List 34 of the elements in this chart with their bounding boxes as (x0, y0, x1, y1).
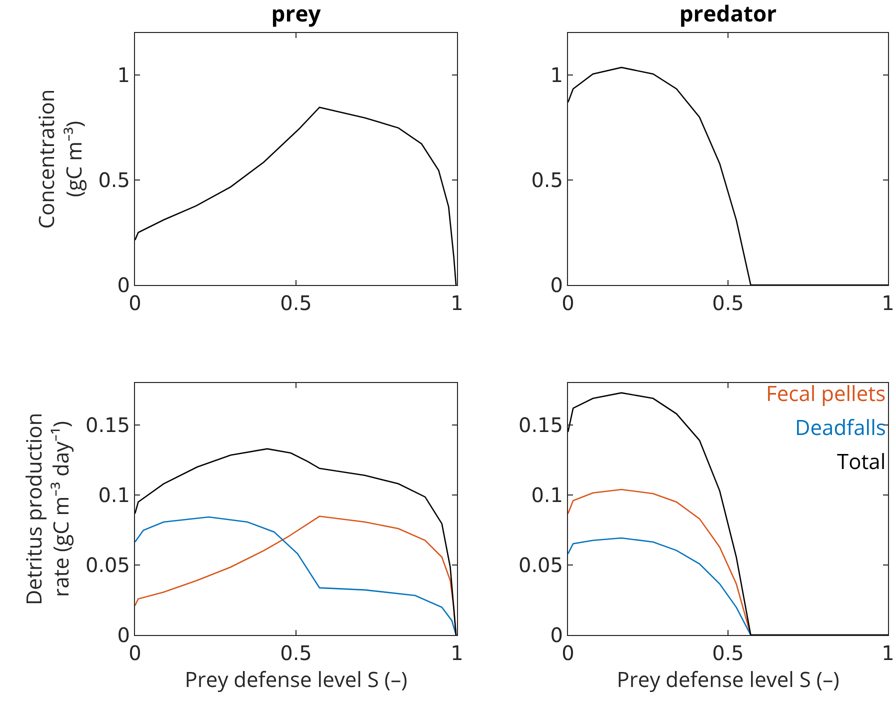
y-tick-label: 0 (550, 273, 563, 297)
x-tick-label: 0.5 (712, 641, 744, 665)
text: Deadfalls (795, 414, 886, 442)
y-tick-label: 0.1 (531, 483, 563, 507)
line-series (135, 106, 457, 285)
chart-title: prey (271, 0, 322, 28)
line-series (568, 66, 888, 285)
y-tick-label: 0 (117, 273, 130, 297)
y-axis-title: Concentration (gC m⁻³) (33, 89, 88, 229)
x-tick-label: 1 (882, 641, 894, 665)
y-tick-label: 0.5 (98, 168, 130, 192)
y-tick-label: 0.05 (85, 553, 130, 577)
y-tick-label: 0.15 (518, 413, 563, 437)
x-tick-label: 1 (882, 291, 894, 315)
y-axis-title: Detritus production rate (gC m⁻³ day⁻¹) (20, 412, 76, 606)
y-tick-label: 0 (550, 623, 563, 647)
x-axis-title: Prey defense level S (–) (616, 666, 840, 694)
text: Fecal pellets (766, 380, 886, 408)
x-axis-title: Prey defense level S (–) (184, 666, 408, 694)
y-tick-label: 0.05 (518, 553, 563, 577)
y-tick-label: 0.5 (531, 168, 563, 192)
y-tick-label: 1 (550, 63, 563, 87)
chart-title: predator (679, 0, 777, 28)
y-tick-label: 0.15 (85, 413, 130, 437)
y-tick-label: 0.1 (98, 483, 130, 507)
y-tick-label: 0 (117, 623, 130, 647)
x-tick-label: 1 (450, 641, 464, 665)
text: Total (837, 448, 886, 476)
x-tick-label: 0.5 (280, 291, 312, 315)
line-series (135, 448, 457, 635)
y-tick-label: 1 (117, 63, 130, 87)
x-tick-label: 0.5 (280, 641, 312, 665)
x-tick-label: 0.5 (712, 291, 744, 315)
x-tick-label: 1 (450, 291, 464, 315)
